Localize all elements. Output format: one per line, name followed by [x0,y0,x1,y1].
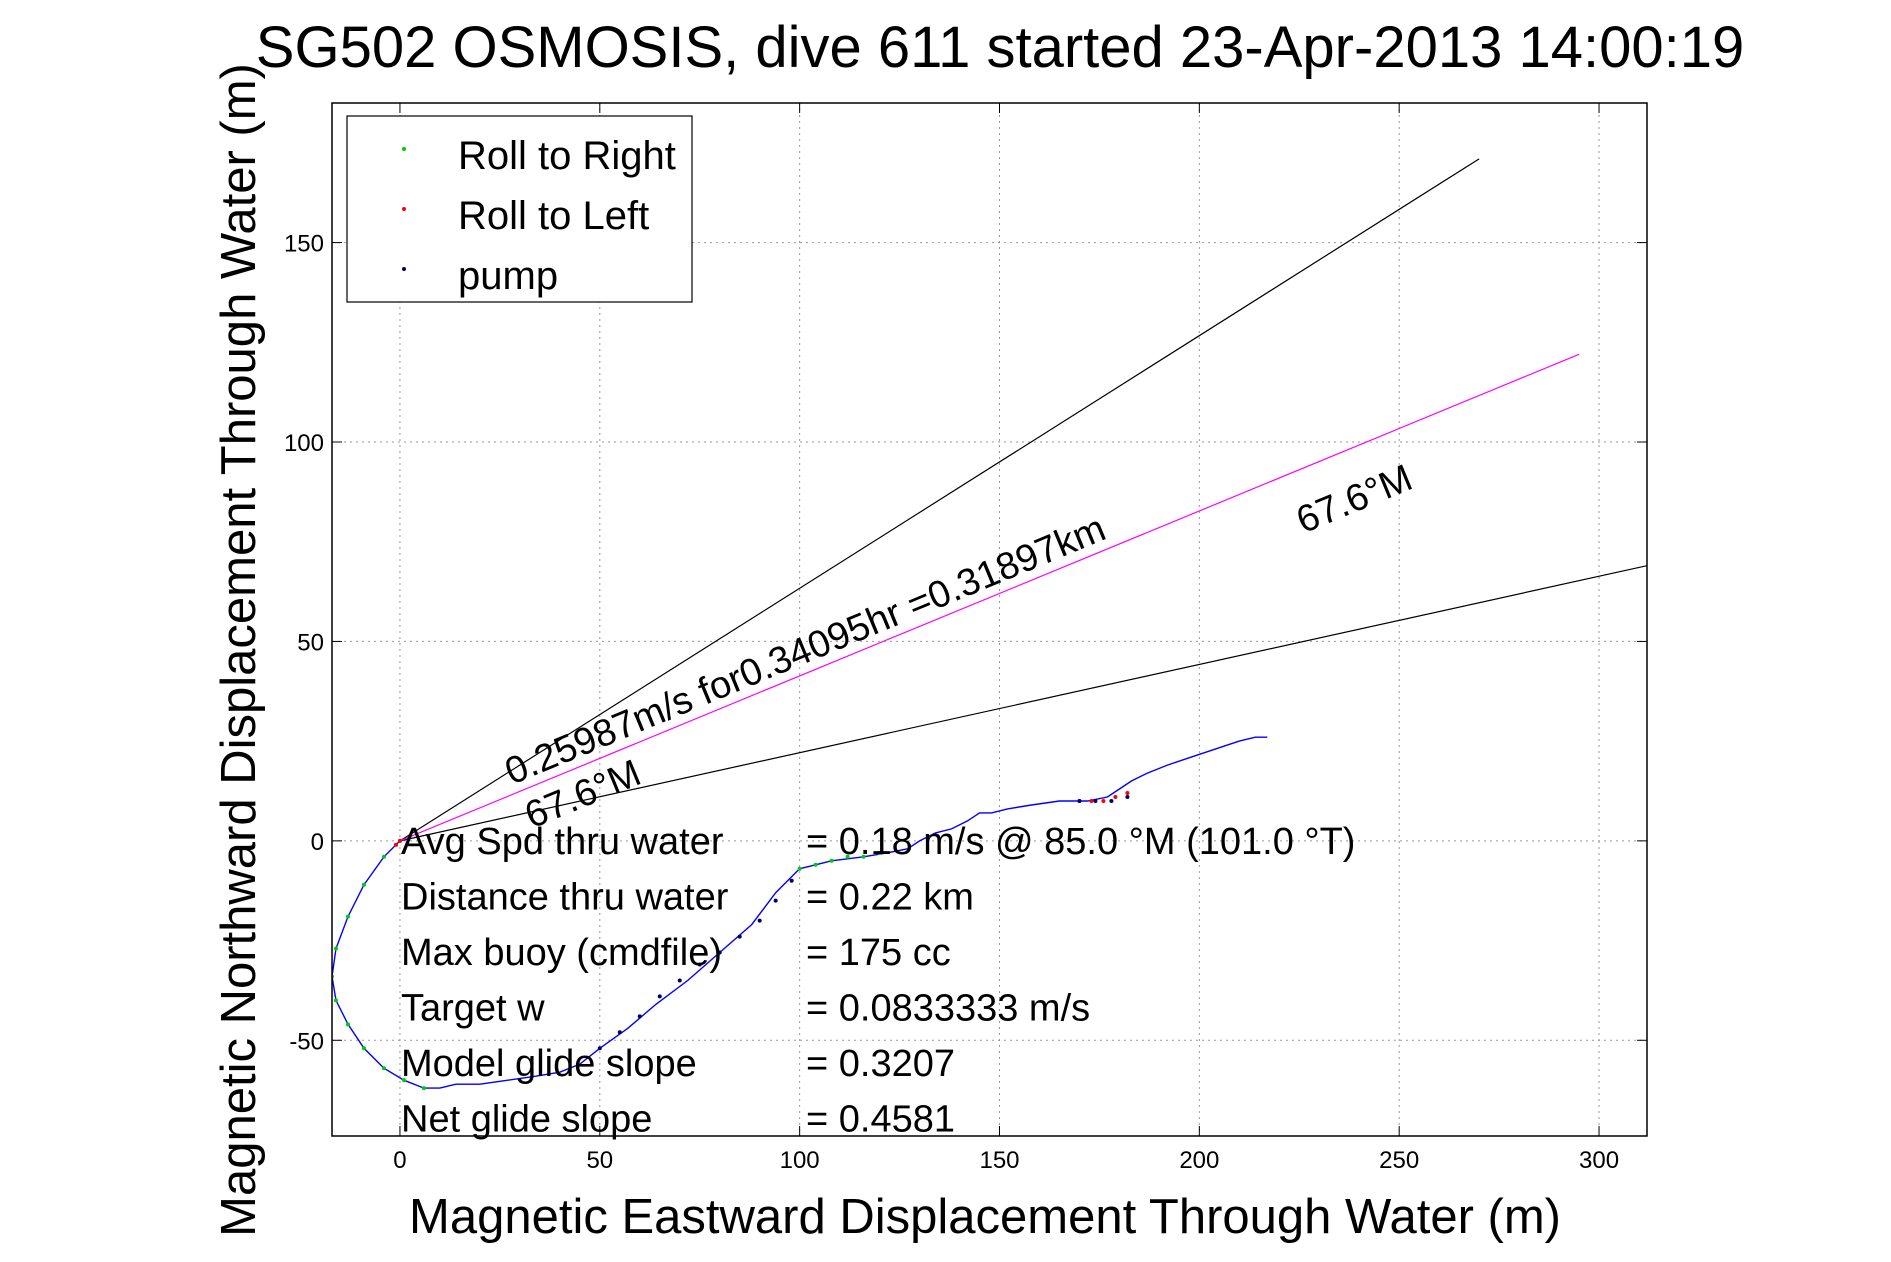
pump-point [717,950,722,955]
x-tick-label: 250 [1379,1147,1419,1174]
stat-value: = 175 cc [806,932,951,974]
roll-right-point [381,854,386,859]
roll-left-point [1101,798,1106,803]
pump-point [1093,798,1098,803]
roll-right-point [797,866,802,871]
y-tick-label: 50 [297,629,324,656]
pump-point [1109,798,1114,803]
legend-label: Roll to Left [458,194,649,238]
x-tick-label: 100 [780,1147,820,1174]
pump-point [1077,798,1082,803]
pump-point [657,994,662,999]
roll-left-point [397,838,402,843]
pump-point [677,978,682,983]
roll-right-point [877,850,882,855]
legend-label: Roll to Right [458,134,676,178]
roll-right-point [401,1078,406,1083]
y-axis-label: Magnetic Northward Displacement Through … [212,63,266,1237]
stat-label: Net glide slope [401,1099,652,1141]
stat-label: Avg Spd thru water [401,821,724,863]
grid [332,103,1647,1136]
legend-marker [402,207,406,211]
ticks: 0 50 100 150 200 250 300 -50 0 50 100 150 [284,103,1647,1174]
roll-left-point [393,842,398,847]
pump-point [1125,794,1130,799]
roll-right-point [345,914,350,919]
roll-right-point [345,1022,350,1027]
roll-right-point [829,858,834,863]
roll-right-point [845,854,850,859]
reference-lines [399,158,1647,842]
y-tick-label: -50 [289,1028,324,1055]
stat-label: Distance thru water [401,877,729,919]
roll-right-point [333,998,338,1003]
plot-frame [331,102,1648,1137]
stat-label: Model glide slope [401,1043,697,1085]
x-tick-label: 0 [393,1147,406,1174]
roll-left-point [1113,794,1118,799]
stat-value: = 0.0833333 m/s [806,988,1090,1030]
pump-point [637,1014,642,1019]
pump-point [597,1046,602,1051]
roll-right-point [861,854,866,859]
legend: Roll to Right Roll to Left pump [346,115,693,303]
roll-left-point [1089,798,1094,803]
legend-marker [402,267,406,271]
x-tick-label: 150 [979,1147,1019,1174]
pump-point [737,934,742,939]
lower-bound-line [399,565,1647,842]
x-axis-label: Magnetic Eastward Displacement Through W… [409,1190,1561,1244]
pump-point [757,918,762,923]
stat-label: Max buoy (cmdfile) [401,932,722,974]
roll-left-point [1125,790,1130,795]
x-tick-label: 200 [1179,1147,1219,1174]
roll-right-point [381,1066,386,1071]
x-tick-label: 50 [586,1147,613,1174]
pump-point [697,962,702,967]
y-tick-label: 150 [284,231,324,258]
track-line [332,736,1268,1089]
y-tick-label: 100 [284,430,324,457]
roll-right-point [361,1046,366,1051]
roll-right-point [333,946,338,951]
roll-right-point [361,882,366,887]
upper-bound-line [399,158,1480,842]
stats-block: Avg Spd thru water = 0.18 m/s @ 85.0 °M (… [401,821,1355,1141]
average-heading-line [399,353,1580,842]
y-tick-label: 0 [311,829,324,856]
roll-right-point [421,1086,426,1091]
track-series [332,736,1268,1089]
stat-value: = 0.18 m/s @ 85.0 °M (101.0 °T) [806,821,1355,863]
x-tick-label: 300 [1579,1147,1619,1174]
stat-label: Target w [401,988,545,1030]
stat-value: = 0.4581 [806,1099,955,1141]
legend-marker [402,147,406,151]
roll-right-point [813,862,818,867]
stat-value: = 0.3207 [806,1043,955,1085]
pump-point [789,878,794,883]
legend-label: pump [458,254,558,298]
marker-series [332,790,1130,1091]
chart-title: SG502 OSMOSIS, dive 611 started 23-Apr-2… [256,15,1744,80]
pump-point [617,1030,622,1035]
stat-value: = 0.22 km [806,877,974,919]
pump-point [773,898,778,903]
